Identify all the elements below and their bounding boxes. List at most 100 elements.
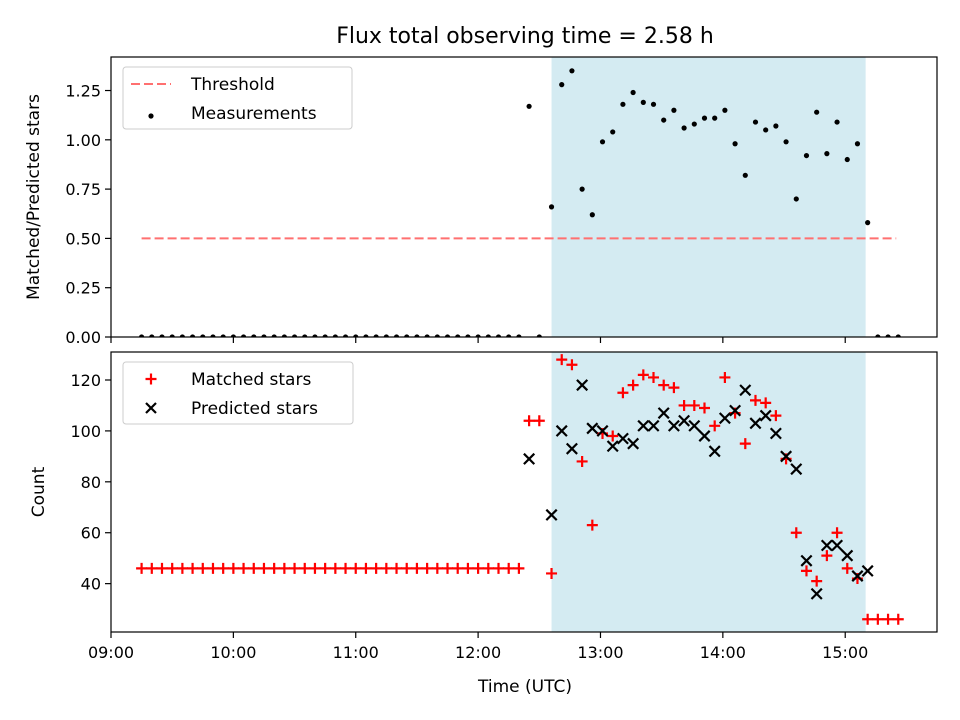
data-point — [640, 99, 646, 105]
data-point — [617, 387, 629, 399]
data-point — [708, 445, 721, 458]
data-point — [810, 587, 823, 600]
legend-label: Matched stars — [191, 370, 311, 390]
data-point — [516, 334, 522, 337]
data-point — [159, 334, 165, 337]
data-point — [312, 334, 318, 337]
data-point — [586, 519, 598, 531]
x-axis-label: Time (UTC) — [477, 677, 572, 697]
chart-title: Flux total observing time = 2.58 h — [336, 24, 714, 49]
data-point — [462, 562, 474, 574]
ratio-panel: 0.00 0.25 0.50 0.75 1.00 1.25 Threshold Measure… — [65, 56, 938, 347]
top-y-axis-label: Matched/Predicted stars — [24, 94, 44, 300]
data-point — [739, 438, 751, 450]
data-point — [329, 562, 341, 574]
data-point — [495, 334, 502, 337]
data-point — [729, 404, 742, 417]
data-point — [851, 570, 864, 582]
data-point — [783, 139, 789, 145]
data-point — [149, 334, 155, 337]
data-point — [678, 399, 690, 411]
data-point — [424, 334, 430, 337]
data-point — [268, 562, 280, 574]
data-point — [506, 334, 512, 337]
data-point — [620, 101, 626, 107]
data-point — [482, 562, 494, 574]
data-point — [559, 82, 565, 88]
data-point — [493, 562, 505, 574]
series-measurements — [138, 68, 901, 337]
data-point — [230, 334, 236, 337]
data-point — [472, 562, 484, 574]
data-point — [688, 399, 700, 411]
data-point — [820, 539, 833, 552]
data-point — [576, 455, 588, 467]
data-point — [657, 407, 670, 420]
data-point — [434, 334, 440, 337]
x-tick-label: 12:00 — [455, 643, 501, 662]
data-point — [240, 334, 247, 337]
data-point — [650, 101, 657, 107]
data-point — [688, 419, 701, 432]
y-tick-label: 0.75 — [65, 180, 101, 199]
data-point — [749, 394, 761, 406]
data-point — [503, 562, 515, 574]
data-point — [189, 334, 196, 337]
data-point — [444, 334, 451, 337]
legend-label: Predicted stars — [191, 399, 318, 419]
data-point — [271, 334, 277, 337]
data-point — [759, 409, 772, 422]
data-point — [217, 562, 229, 574]
legend-box — [122, 66, 353, 130]
data-point — [667, 419, 680, 432]
data-point — [599, 139, 606, 145]
data-point — [596, 424, 609, 437]
data-point — [630, 89, 636, 96]
data-point — [176, 562, 188, 574]
data-point — [861, 564, 874, 577]
data-point — [671, 107, 677, 113]
data-point — [698, 402, 710, 414]
series-matched-stars — [136, 354, 904, 625]
y-tick-label: 1.25 — [65, 82, 101, 101]
legend-marker — [148, 113, 154, 119]
legend-label: Measurements — [191, 104, 317, 124]
data-point — [610, 129, 616, 135]
data-point — [281, 334, 287, 337]
data-point — [156, 562, 168, 574]
data-point — [627, 437, 640, 450]
x-tick-label: 15:00 — [822, 643, 868, 662]
plot-area — [136, 352, 904, 632]
data-point — [299, 562, 311, 574]
legend-item: Predicted stars — [145, 399, 318, 419]
data-point — [455, 334, 461, 337]
data-point — [895, 334, 901, 337]
x-tick-label: 09:00 — [88, 643, 134, 662]
series-predicted-stars — [523, 379, 874, 600]
y-tick-label: 0.00 — [65, 328, 101, 347]
data-point — [411, 562, 423, 574]
data-point — [841, 549, 854, 562]
x-tick-label: 10:00 — [210, 643, 256, 662]
data-point — [589, 212, 595, 218]
data-point — [319, 562, 331, 574]
y-tick-label: 0.50 — [65, 229, 101, 248]
legend-item: Matched stars — [145, 370, 311, 390]
data-point — [322, 334, 328, 337]
data-point — [780, 450, 793, 463]
data-point — [258, 562, 270, 574]
data-point — [309, 562, 321, 574]
data-point — [523, 415, 535, 427]
data-point — [536, 334, 542, 337]
panel-frame — [110, 56, 938, 338]
data-point — [452, 562, 464, 574]
data-point — [834, 119, 840, 125]
data-point — [790, 463, 803, 476]
data-point — [579, 186, 585, 192]
data-point — [712, 115, 718, 121]
legend: Threshold Measurements — [122, 66, 353, 130]
data-point — [752, 119, 759, 125]
legend-box — [122, 361, 354, 425]
data-point — [513, 562, 525, 574]
